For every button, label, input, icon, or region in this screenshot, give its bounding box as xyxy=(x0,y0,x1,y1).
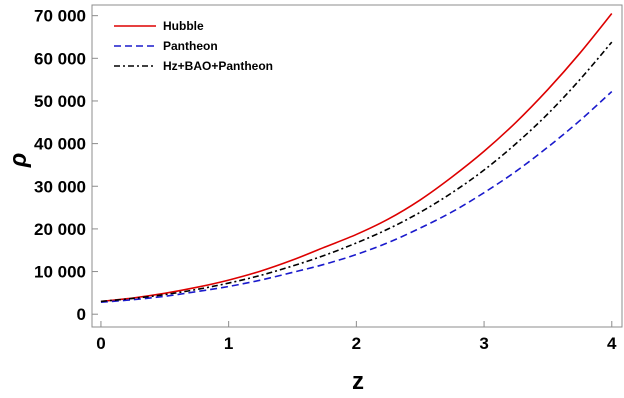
x-axis-ticks: 0 1 2 3 4 xyxy=(96,321,617,353)
legend-label-2: Hz+BAO+Pantheon xyxy=(163,59,273,73)
y-tick-label: 60 000 xyxy=(34,49,86,68)
x-tick-label: 4 xyxy=(607,334,617,353)
y-tick-label: 50 000 xyxy=(34,92,86,111)
legend-label-1: Pantheon xyxy=(163,39,218,53)
series-layer xyxy=(100,13,613,304)
y-tick-label: 20 000 xyxy=(34,220,86,239)
y-axis-ticks: 0 10 000 20 000 30 000 40 000 50 000 60 000 70 … xyxy=(34,7,98,324)
plot-frame xyxy=(91,4,623,328)
x-axis-title: z xyxy=(352,368,364,395)
x-tick-label: 1 xyxy=(224,334,233,353)
series-line-1 xyxy=(100,90,613,304)
series-line-2 xyxy=(100,41,613,303)
y-tick-label: 0 xyxy=(77,305,86,324)
y-tick-label: 70 000 xyxy=(34,7,86,26)
y-axis-title: ρ xyxy=(5,153,32,169)
series-line-0 xyxy=(100,13,613,303)
x-tick-label: 3 xyxy=(479,334,488,353)
y-tick-label: 30 000 xyxy=(34,177,86,196)
y-tick-label: 40 000 xyxy=(34,135,86,154)
x-tick-label: 0 xyxy=(96,334,105,353)
legend: Hubble Pantheon Hz+BAO+Pantheon xyxy=(114,19,273,73)
legend-label-0: Hubble xyxy=(163,19,204,33)
x-tick-label: 2 xyxy=(352,334,361,353)
y-tick-label: 10 000 xyxy=(34,263,86,282)
